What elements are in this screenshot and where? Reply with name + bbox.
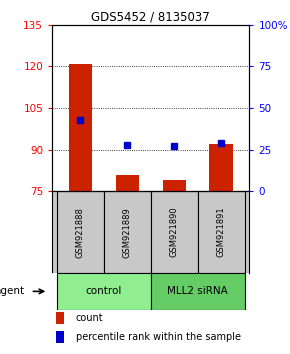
Bar	[151, 192, 198, 273]
Title: GDS5452 / 8135037: GDS5452 / 8135037	[91, 11, 210, 24]
Bar	[198, 192, 245, 273]
Text: control: control	[86, 286, 122, 296]
Text: agent: agent	[0, 286, 25, 296]
Bar	[116, 175, 139, 192]
Text: GSM921889: GSM921889	[123, 207, 132, 257]
Bar	[56, 331, 64, 343]
Bar	[151, 273, 245, 310]
Bar	[57, 192, 104, 273]
Text: GSM921891: GSM921891	[217, 207, 226, 257]
Text: GSM921890: GSM921890	[170, 207, 179, 257]
Text: MLL2 siRNA: MLL2 siRNA	[167, 286, 228, 296]
Bar	[69, 64, 92, 192]
Bar	[104, 192, 151, 273]
Bar	[209, 144, 233, 192]
Bar	[162, 180, 186, 192]
Bar	[57, 273, 151, 310]
Text: count: count	[76, 313, 104, 323]
Text: GSM921888: GSM921888	[76, 207, 85, 258]
Text: percentile rank within the sample: percentile rank within the sample	[76, 332, 241, 342]
Bar	[56, 312, 64, 324]
